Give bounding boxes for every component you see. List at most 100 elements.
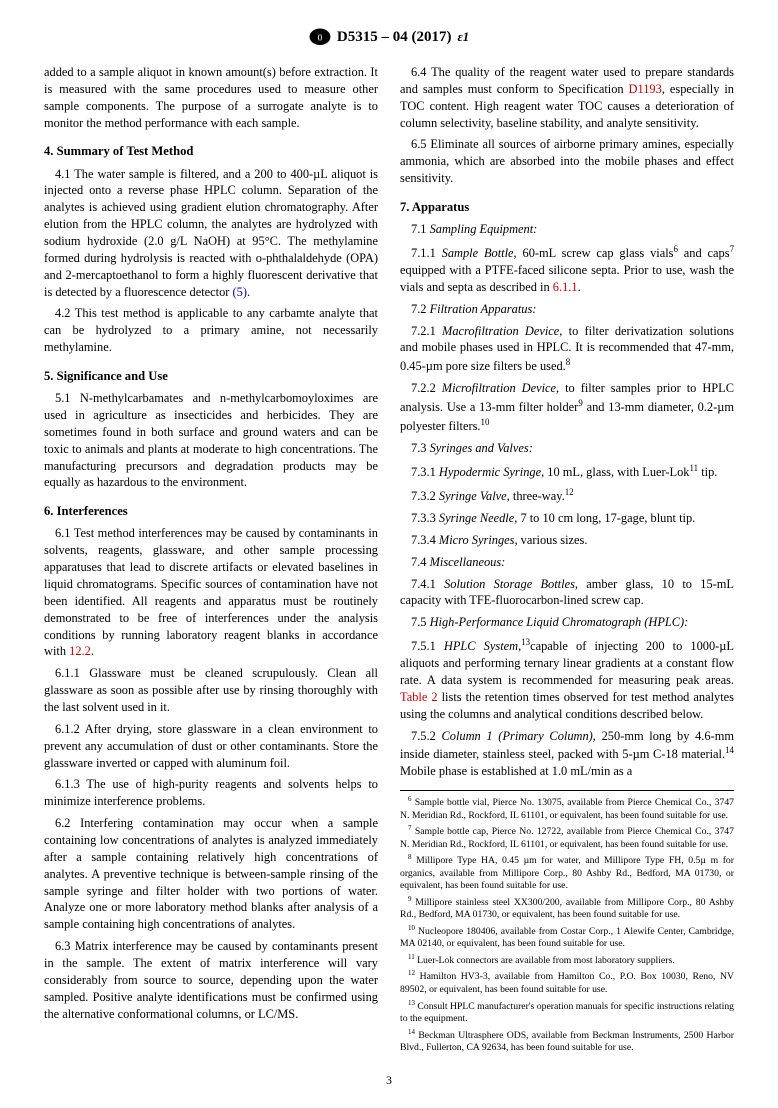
p711-c: and caps: [678, 246, 730, 260]
footnote-13: 13 Consult HPLC manufacturer's operation…: [400, 999, 734, 1026]
para-6-1-1: 6.1.1 Glassware must be cleaned scrupulo…: [44, 665, 378, 716]
ref-5[interactable]: (5): [233, 285, 247, 299]
p731-b: 10 mL, glass, with Luer-Lok: [544, 465, 689, 479]
p741-term: Solution Storage Bottles,: [444, 577, 578, 591]
p732-a: 7.3.2: [411, 489, 439, 503]
para-7-3-1: 7.3.1 Hypodermic Syringe, 10 mL, glass, …: [400, 462, 734, 481]
p733-a: 7.3.3: [411, 511, 439, 525]
ref-d1193[interactable]: D1193: [629, 82, 662, 96]
footnote-7: 7 Sample bottle cap, Pierce No. 12722, a…: [400, 824, 734, 851]
p722-term: Microfiltration Device,: [442, 381, 559, 395]
para-6-1-3: 6.1.3 The use of high-purity reagents an…: [44, 776, 378, 810]
para-7-3-3: 7.3.3 Syringe Needle, 7 to 10 cm long, 1…: [400, 510, 734, 527]
p733-term: Syringe Needle,: [439, 511, 517, 525]
para-4-2: 4.2 This test method is applicable to an…: [44, 305, 378, 356]
p711-term: Sample Bottle,: [442, 246, 517, 260]
para-7-3-2: 7.3.2 Syringe Valve, three-way.12: [400, 486, 734, 505]
p733-b: 7 to 10 cm long, 17-gage, blunt tip.: [517, 511, 695, 525]
p731-term: Hypodermic Syringe,: [439, 465, 544, 479]
para-7-5-head: 7.5 High-Performance Liquid Chromatograp…: [400, 614, 734, 631]
svg-text:⟨⟩: ⟨⟩: [317, 34, 323, 42]
footnote-10: 10 Nucleopore 180406, available from Cos…: [400, 924, 734, 951]
intro-continuation: added to a sample aliquot in known amoun…: [44, 64, 378, 131]
p734-term: Micro Syringes,: [439, 533, 518, 547]
para-6-3: 6.3 Matrix interference may be caused by…: [44, 938, 378, 1022]
para-4-1-tail: .: [247, 285, 250, 299]
p752-term: Column 1 (Primary Column),: [441, 729, 595, 743]
section-6-head: 6. Interferences: [44, 503, 378, 520]
para-4-1-text: 4.1 The water sample is filtered, and a …: [44, 167, 378, 299]
p751-c: lists the retention times observed for t…: [400, 690, 734, 721]
para-7-1-head: 7.1 7.1 Sampling Equipment:Sampling Equi…: [400, 221, 734, 238]
astm-logo-icon: ⟨⟩: [309, 28, 331, 46]
para-6-1-b: .: [91, 644, 94, 658]
para-6-1: 6.1 Test method interferences may be cau…: [44, 525, 378, 660]
p734-a: 7.3.4: [411, 533, 439, 547]
footnote-10-ref[interactable]: 10: [481, 417, 490, 427]
para-7-3-4: 7.3.4 Micro Syringes, various sizes.: [400, 532, 734, 549]
footnote-7-text: Sample bottle cap, Pierce No. 12722, ava…: [400, 826, 734, 849]
footnote-12-ref[interactable]: 12: [565, 487, 574, 497]
p741-a: 7.4.1: [411, 577, 444, 591]
footnote-14-text: Beckman Ultrasphere ODS, available from …: [400, 1030, 734, 1053]
p731-a: 7.3.1: [411, 465, 439, 479]
p734-b: various sizes.: [518, 533, 588, 547]
footnote-9-text: Millipore stainless steel XX300/200, ava…: [400, 897, 734, 920]
ref-12-2[interactable]: 12.2: [69, 644, 91, 658]
para-7-4-head: 7.4 Miscellaneous:: [400, 554, 734, 571]
para-6-5: 6.5 Eliminate all sources of airborne pr…: [400, 136, 734, 187]
para-7-2-2: 7.2.2 Microfiltration Device, to filter …: [400, 380, 734, 435]
p732-term: Syringe Valve,: [439, 489, 510, 503]
para-7-1-1: 7.1.1 Sample Bottle, 60-mL screw cap gla…: [400, 243, 734, 296]
para-7-2-head: 7.2 Filtration Apparatus:: [400, 301, 734, 318]
para-7-3-head: 7.3 Syringes and Valves:: [400, 440, 734, 457]
para-6-1-2: 6.1.2 After drying, store glassware in a…: [44, 721, 378, 772]
para-4-1: 4.1 The water sample is filtered, and a …: [44, 166, 378, 301]
ref-6-1-1[interactable]: 6.1.1: [553, 280, 578, 294]
page-number: 3: [44, 1073, 734, 1088]
p751-term: HPLC System,: [444, 639, 521, 653]
section-5-head: 5. Significance and Use: [44, 368, 378, 385]
p722-a: 7.2.2: [411, 381, 442, 395]
footnote-10-text: Nucleopore 180406, available from Costar…: [400, 926, 734, 949]
designation-text: D5315 – 04 (2017): [337, 29, 452, 46]
p752-a: 7.5.2: [411, 729, 441, 743]
p731-c: tip.: [698, 465, 717, 479]
section-7-head: 7. Apparatus: [400, 199, 734, 216]
footnotes-block: 6 Sample bottle vial, Pierce No. 13075, …: [400, 790, 734, 1054]
para-6-2: 6.2 Interfering contamination may occur …: [44, 815, 378, 933]
ref-table-2[interactable]: Table 2: [400, 690, 438, 704]
footnote-11-ref[interactable]: 11: [690, 463, 699, 473]
footnote-7-ref[interactable]: 7: [730, 244, 734, 254]
p711-e: .: [578, 280, 581, 294]
p751-a: 7.5.1: [411, 639, 444, 653]
footnote-13-ref[interactable]: 13: [521, 637, 530, 647]
para-6-4: 6.4 The quality of the reagent water use…: [400, 64, 734, 131]
footnote-14-ref[interactable]: 14: [725, 745, 734, 755]
page-header: ⟨⟩ D5315 – 04 (2017) ε1: [44, 28, 734, 46]
p711-b: 60-mL screw cap glass vials: [517, 246, 674, 260]
para-5-1: 5.1 N-methylcarbamates and n-methylcarbo…: [44, 390, 378, 491]
para-7-5-1: 7.5.1 HPLC System,13capable of injecting…: [400, 636, 734, 722]
page-container: ⟨⟩ D5315 – 04 (2017) ε1 added to a sample…: [0, 0, 778, 1108]
footnote-12: 12 Hamilton HV3-3, available from Hamilt…: [400, 969, 734, 996]
footnote-14: 14 Beckman Ultrasphere ODS, available fr…: [400, 1028, 734, 1055]
para-7-2-1: 7.2.1 Macrofiltration Device, to filter …: [400, 323, 734, 376]
p721-term: Macrofiltration Device,: [442, 324, 562, 338]
footnote-11-text: Luer-Lok connectors are available from m…: [417, 955, 675, 966]
main-columns: added to a sample aliquot in known amoun…: [44, 64, 734, 1055]
footnote-9: 9 Millipore stainless steel XX300/200, a…: [400, 895, 734, 922]
footnote-13-text: Consult HPLC manufacturer's operation ma…: [400, 1001, 734, 1024]
footnote-8: 8 Millipore Type HA, 0.45 µm for water, …: [400, 853, 734, 892]
p711-a: 7.1.1: [411, 246, 442, 260]
para-6-1-a: 6.1 Test method interferences may be cau…: [44, 526, 378, 658]
footnote-8-text: Millipore Type HA, 0.45 µm for water, an…: [400, 856, 734, 892]
p732-b: three-way.: [510, 489, 565, 503]
footnote-11: 11 Luer-Lok connectors are available fro…: [400, 953, 734, 968]
epsilon-text: ε1: [457, 30, 469, 45]
para-7-4-1: 7.4.1 Solution Storage Bottles, amber gl…: [400, 576, 734, 610]
footnote-12-text: Hamilton HV3-3, available from Hamilton …: [400, 972, 734, 995]
para-7-5-2: 7.5.2 Column 1 (Primary Column), 250-mm …: [400, 728, 734, 781]
p721-a: 7.2.1: [411, 324, 442, 338]
footnote-8-ref[interactable]: 8: [566, 357, 570, 367]
